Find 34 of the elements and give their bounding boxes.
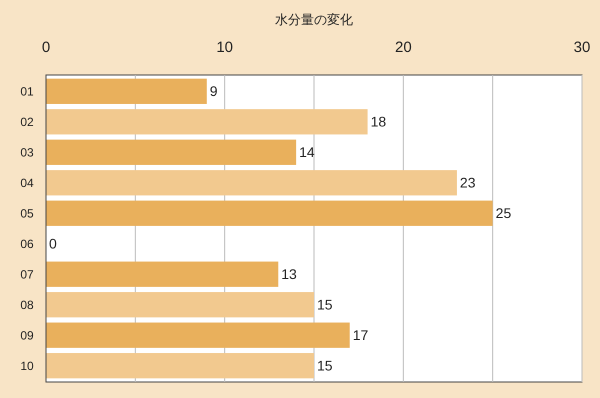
- y-tick-label: 02: [20, 114, 34, 129]
- y-tick-label: 09: [20, 328, 34, 342]
- bar: [46, 292, 314, 318]
- data-label: 15: [317, 296, 333, 313]
- bar: [46, 322, 350, 348]
- y-tick-label: 03: [20, 145, 34, 160]
- chart-title: 水分量の変化: [275, 12, 353, 28]
- bar: [46, 262, 278, 287]
- bar: [46, 78, 207, 104]
- data-label: 18: [370, 114, 386, 130]
- x-tick-label: 0: [42, 39, 50, 56]
- data-label: 23: [460, 174, 476, 191]
- data-label: 13: [281, 266, 298, 282]
- bar: [46, 109, 368, 134]
- y-tick-label: 01: [20, 84, 34, 99]
- y-tick-label: 10: [20, 358, 34, 373]
- data-label: 0: [49, 236, 57, 252]
- data-label: 25: [496, 205, 512, 222]
- bar: [46, 140, 296, 165]
- bar: [46, 170, 457, 196]
- data-label: 17: [352, 327, 369, 344]
- data-label: 14: [299, 144, 315, 160]
- bar: [46, 200, 493, 226]
- data-label: 15: [317, 358, 333, 374]
- x-tick-label: 30: [574, 39, 590, 56]
- x-tick-label: 10: [216, 39, 234, 56]
- y-tick-label: 06: [20, 236, 34, 251]
- x-tick-label: 20: [394, 39, 412, 56]
- y-tick-label: 08: [20, 298, 34, 312]
- y-tick-label: 07: [20, 267, 34, 282]
- bar: [46, 353, 314, 378]
- data-label: 9: [210, 83, 218, 100]
- y-tick-label: 05: [20, 206, 34, 220]
- y-tick-label: 04: [20, 176, 34, 190]
